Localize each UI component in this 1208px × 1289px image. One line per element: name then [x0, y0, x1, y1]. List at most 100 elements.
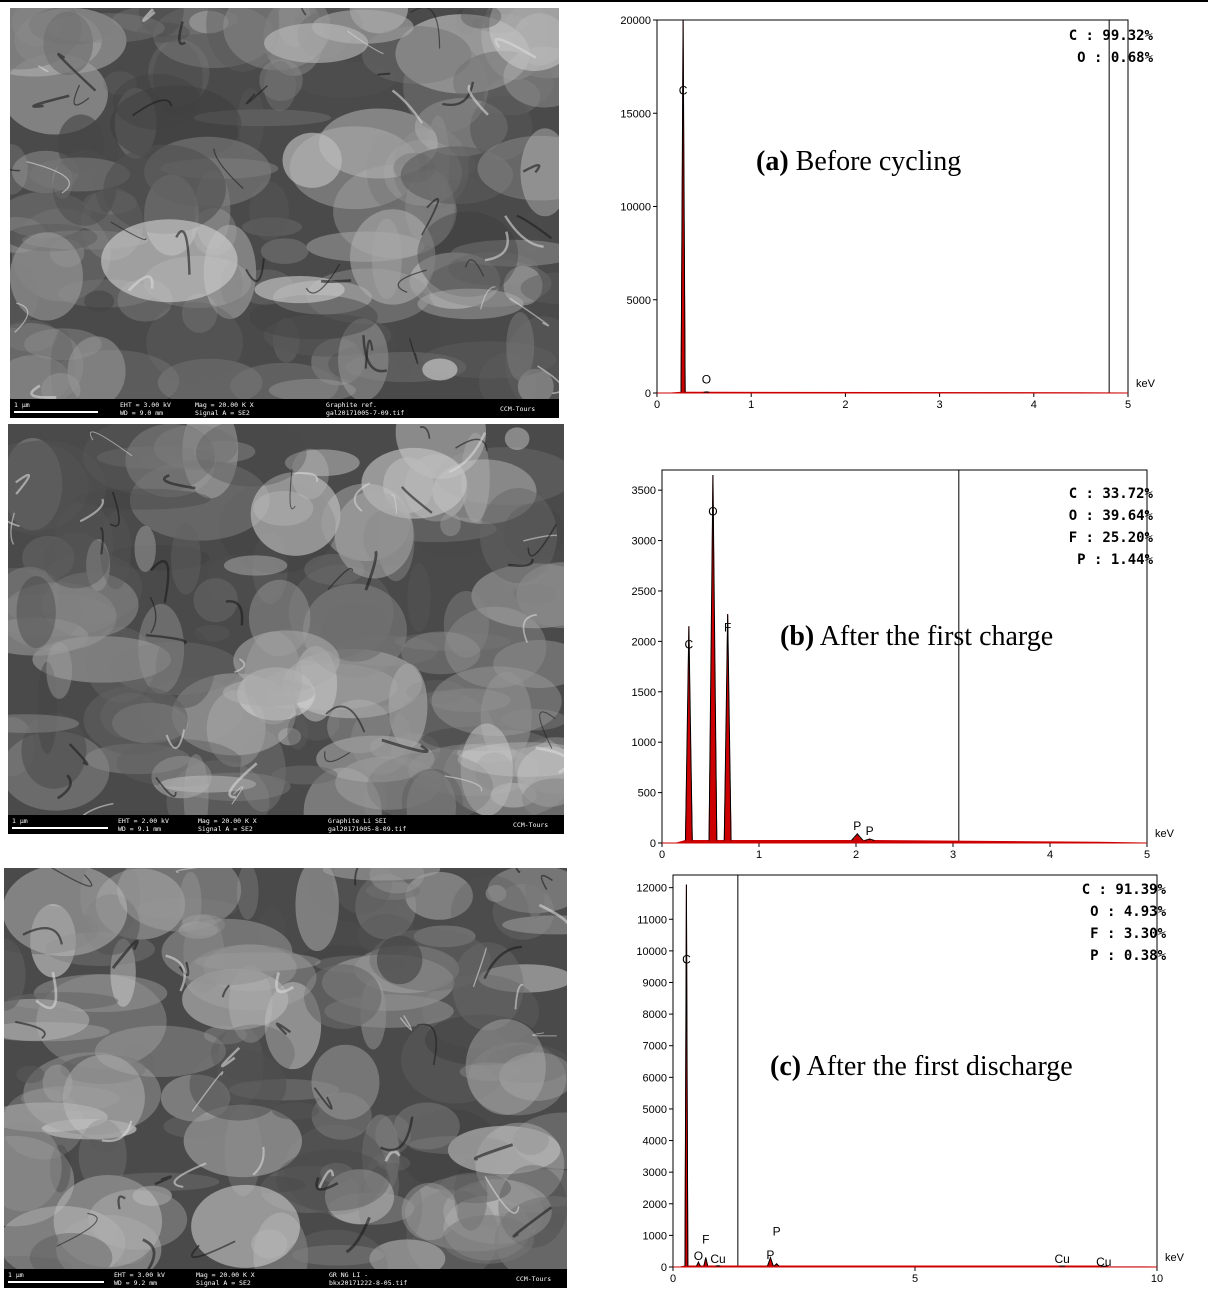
peak-p — [773, 1263, 780, 1267]
y-tick-label: 20000 — [620, 15, 651, 27]
peak-label-o: O — [708, 504, 717, 518]
peak-label-c: C — [682, 953, 691, 967]
panel-letter: (c) — [770, 1051, 801, 1082]
composition-line: C : 91.39% — [1082, 882, 1167, 898]
eds-chart-b: 0 500 1000 1500 2000 2500 3000 3500 0 1 2 3 4 5 keV C O F… — [600, 469, 1200, 861]
peak-label-f: F — [702, 1232, 709, 1246]
peak-f — [723, 614, 732, 841]
composition-line: O : 39.64% — [1069, 508, 1154, 524]
peak-o — [708, 475, 718, 841]
peak-label-p: P — [773, 1224, 781, 1238]
mag-label: Mag = 20.00 K X — [198, 817, 257, 825]
sample-label: Graphite Li SEI — [328, 817, 387, 825]
x-tick-label: 0 — [654, 399, 660, 411]
scale-label: 1 μm — [12, 817, 28, 825]
sample-label: GR NG LI - — [329, 1271, 369, 1279]
y-tick-label: 2500 — [632, 586, 656, 598]
composition-line: C : 33.72% — [1069, 486, 1154, 502]
eds-chart-a: 0 5000 10000 15000 20000 0 1 2 3 4 5 keV C O C : 99.32… — [600, 15, 1200, 420]
y-tick-label: 3500 — [632, 485, 656, 497]
eht-label: EHT = 3.00 kV — [120, 401, 171, 409]
eds-spectrum-a: 0 5000 10000 15000 20000 0 1 2 3 4 5 keV C O C : 99.32… — [620, 15, 1155, 411]
scale-bar — [14, 411, 98, 413]
spectrum-fill — [657, 19, 1129, 394]
peak-label-cu: Cu — [1096, 1255, 1111, 1269]
eds-spectrum-c: 0100020003000400050006000700080009000100… — [636, 874, 1185, 1285]
panel-caption: Before cycling — [789, 146, 962, 177]
x-tick-label: 0 — [659, 849, 665, 861]
y-tick-label: 3000 — [632, 536, 656, 548]
signal-label: Signal A = SE2 — [196, 1279, 251, 1287]
x-tick-label: 2 — [842, 399, 848, 411]
x-tick-label: 4 — [1031, 399, 1037, 411]
x-axis-label: keV — [1155, 828, 1175, 840]
wd-label: WD = 9.0 mm — [120, 409, 164, 417]
y-tick-label: 4000 — [643, 1136, 667, 1148]
x-tick-label: 5 — [912, 1273, 918, 1285]
x-tick-label: 10 — [1151, 1273, 1163, 1285]
scale-label: 1 μm — [8, 1271, 24, 1279]
composition-line: C : 99.32% — [1069, 28, 1154, 44]
sem-image-a: 1 μm EHT = 3.00 kV WD = 9.0 mm Mag = 20.… — [10, 8, 559, 418]
top-rule — [0, 0, 1208, 2]
composition-line: F : 3.30% — [1090, 926, 1166, 942]
peak-c — [680, 19, 686, 393]
peak-label-cu: Cu — [710, 1252, 725, 1266]
peak-label-f: F — [724, 620, 731, 634]
sem-image-c: 1 μm EHT = 3.00 kV WD = 9.2 mm Mag = 20.… — [4, 868, 567, 1288]
panel-title: (c) After the first discharge — [770, 1051, 1073, 1082]
x-tick-label: 2 — [853, 849, 859, 861]
peak-f — [703, 1257, 709, 1267]
plot-frame — [656, 19, 1129, 394]
x-tick-label: 1 — [756, 849, 762, 861]
sem-info-bar-b: 1 μm EHT = 2.00 kV WD = 9.1 mm Mag = 20.… — [8, 815, 564, 834]
y-tick-label: 2000 — [632, 636, 656, 648]
y-tick-label: 1000 — [643, 1230, 667, 1242]
sem-info-bar-a: 1 μm EHT = 3.00 kV WD = 9.0 mm Mag = 20.… — [10, 399, 559, 418]
y-tick-label: 12000 — [636, 883, 667, 895]
x-tick-label: 5 — [1125, 399, 1131, 411]
signal-label: Signal A = SE2 — [195, 409, 250, 417]
sem-texture-a — [10, 8, 559, 399]
composition-line: O : 4.93% — [1090, 904, 1166, 920]
peak-label-o: O — [694, 1249, 703, 1263]
sem-texture-c — [4, 868, 567, 1269]
y-tick-label: 5000 — [627, 295, 651, 307]
y-tick-label: 6000 — [643, 1072, 667, 1084]
y-tick-label: 5000 — [643, 1104, 667, 1116]
peak-label-p: P — [766, 1248, 774, 1262]
eds-chart-c: 0 1000 2000 3000 4000 5000 6000 7000 8000 9000 100… — [600, 870, 1200, 1285]
y-tick-label: 1500 — [632, 687, 656, 699]
x-tick-label: 4 — [1047, 849, 1053, 861]
panel-title: (b) After the first charge — [780, 621, 1053, 652]
eht-label: EHT = 3.00 kV — [114, 1271, 165, 1279]
scale-label: 1 μm — [14, 401, 30, 409]
composition-line: P : 1.44% — [1077, 552, 1153, 568]
panel-letter: (a) — [756, 146, 789, 177]
panel-letter: (b) — [780, 621, 814, 652]
mag-label: Mag = 20.00 K X — [195, 401, 254, 409]
x-tick-label: 5 — [1144, 849, 1150, 861]
sample-label: Graphite ref. — [326, 401, 377, 409]
mag-label: Mag = 20.00 K X — [196, 1271, 255, 1279]
panel-caption: After the first charge — [814, 621, 1053, 652]
y-tick-label: 8000 — [643, 1009, 667, 1021]
sem-info-bar-c: 1 μm EHT = 3.00 kV WD = 9.2 mm Mag = 20.… — [4, 1269, 567, 1288]
file-label: gal20171005-8-09.tif — [328, 825, 407, 833]
y-tick-label: 15000 — [620, 108, 651, 120]
peak-label-cu: Cu — [1054, 1252, 1069, 1266]
file-label: bkx20171222-8-05.tif — [329, 1279, 408, 1287]
y-tick-label: 0 — [650, 838, 656, 850]
peak-p — [767, 1255, 774, 1267]
panel-title: (a) Before cycling — [756, 146, 961, 177]
wd-label: WD = 9.1 mm — [118, 825, 162, 833]
lab-label: CCM-Tours — [500, 405, 536, 413]
plot-frame — [661, 469, 1148, 844]
peak-label-p: P — [866, 824, 874, 838]
eht-label: EHT = 2.00 kV — [118, 817, 169, 825]
y-tick-label: 7000 — [643, 1041, 667, 1053]
y-tick-label: 10000 — [636, 946, 667, 958]
file-label: gal20171005-7-09.tif — [326, 409, 405, 417]
sem-image-b: 1 μm EHT = 2.00 kV WD = 9.1 mm Mag = 20.… — [8, 424, 564, 834]
composition-line: F : 25.20% — [1069, 530, 1154, 546]
